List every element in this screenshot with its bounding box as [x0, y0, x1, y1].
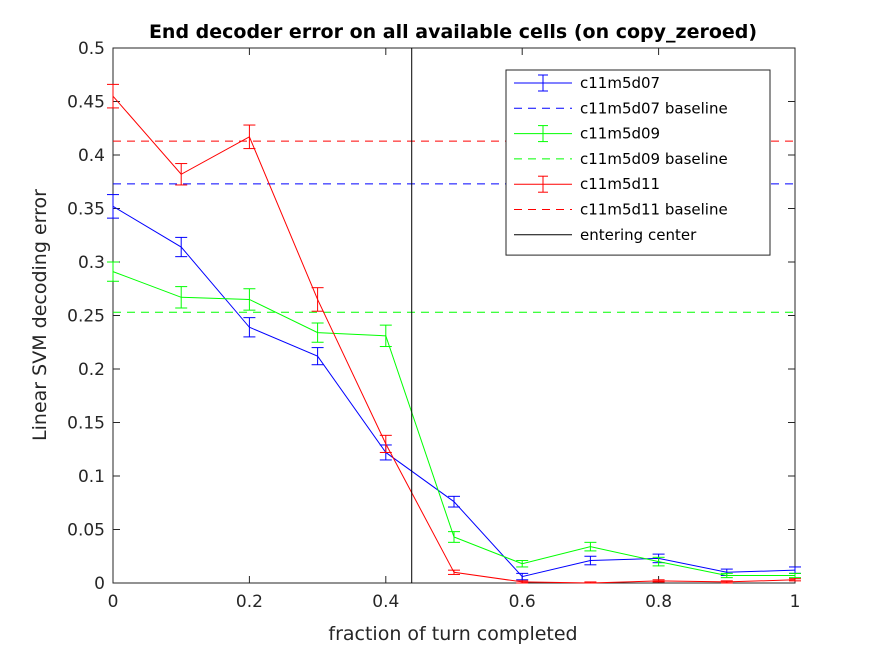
- y-tick-label: 0.15: [67, 414, 105, 434]
- error-bar: [789, 572, 801, 579]
- error-bar: [652, 579, 665, 583]
- y-tick-label: 0.35: [67, 200, 105, 220]
- error-bar: [379, 434, 392, 453]
- error-bar: [379, 324, 392, 348]
- error-bar: [516, 560, 529, 568]
- error-bar: [652, 556, 665, 567]
- legend-entry: c11m5d07: [514, 74, 660, 92]
- x-tick-label: 0: [108, 592, 119, 612]
- error-bar: [175, 286, 188, 309]
- legend-entry: c11m5d09: [514, 125, 660, 143]
- error-bar: [448, 569, 460, 575]
- legend-label: c11m5d09 baseline: [580, 150, 728, 168]
- legend-label: c11m5d11 baseline: [580, 201, 728, 219]
- legend-label: c11m5d07: [580, 74, 660, 92]
- legend-entry: entering center: [514, 226, 697, 244]
- x-tick-label: 0.8: [645, 592, 672, 612]
- error-bar: [243, 288, 256, 311]
- error-bar: [311, 347, 324, 366]
- y-tick-label: 0.45: [67, 93, 105, 113]
- y-tick-label: 0.05: [67, 521, 105, 541]
- error-bar: [107, 194, 119, 219]
- legend-entry: c11m5d11 baseline: [514, 201, 728, 219]
- error-bar: [516, 572, 529, 581]
- x-axis-label: fraction of turn completed: [328, 623, 577, 645]
- plot-axes: 0 0.2 0.4 0.6 0.8 1 0 0.05 0.1 0.15 0.2 0.25 0.3 0.35…: [67, 39, 800, 612]
- y-tick-label: 0.25: [67, 307, 105, 327]
- error-bar: [584, 541, 597, 552]
- error-bar: [584, 581, 597, 584]
- error-bar: [448, 495, 460, 508]
- legend-entry: c11m5d07 baseline: [514, 99, 728, 117]
- y-tick-label: 0.4: [78, 146, 105, 166]
- y-tick-label: 0.5: [78, 39, 105, 59]
- legend: c11m5d07 c11m5d07 baseline c11m5d09 c11m5d0…: [505, 69, 771, 256]
- error-bar: [107, 83, 119, 109]
- error-bar: [175, 163, 188, 186]
- error-bar: [720, 580, 733, 584]
- chart-title: End decoder error on all available cells…: [149, 21, 757, 43]
- y-tick-label: 0.2: [78, 360, 105, 380]
- legend-entry: c11m5d09 baseline: [514, 150, 728, 168]
- y-tick-label: 0.3: [78, 253, 105, 273]
- legend-label: c11m5d11: [580, 175, 660, 193]
- plot-marks: [107, 48, 801, 584]
- legend-label: c11m5d09: [580, 125, 660, 143]
- error-bar: [175, 236, 188, 258]
- x-tick-label: 0.6: [509, 592, 536, 612]
- legend-label: c11m5d07 baseline: [580, 99, 728, 117]
- x-tick-label: 0.2: [236, 592, 263, 612]
- y-tick-label: 0: [94, 574, 105, 594]
- error-bar: [448, 531, 460, 543]
- x-tick-label: 0.4: [372, 592, 399, 612]
- error-bar: [311, 287, 324, 312]
- error-bar: [789, 578, 801, 582]
- error-bar: [720, 572, 733, 579]
- x-tick-label: 1: [790, 592, 801, 612]
- error-bar: [243, 317, 256, 338]
- error-bar: [516, 580, 529, 584]
- error-bar: [243, 124, 256, 150]
- y-tick-label: 0.1: [78, 467, 105, 487]
- error-bar: [584, 555, 597, 566]
- legend-box: [505, 69, 771, 256]
- error-bar: [107, 261, 119, 282]
- error-bar: [311, 322, 324, 343]
- legend-entry: c11m5d11: [514, 175, 660, 193]
- legend-label: entering center: [580, 226, 697, 244]
- y-axis-label: Linear SVM decoding error: [29, 189, 51, 441]
